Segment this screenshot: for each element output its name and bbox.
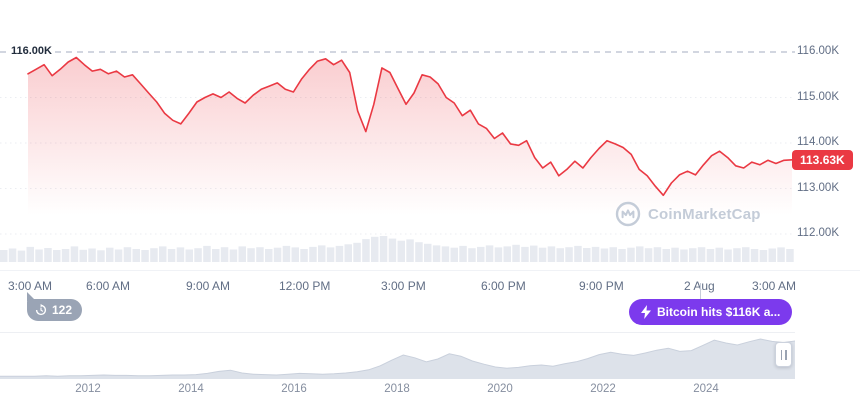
timeline-chart-canvas[interactable] <box>0 333 795 379</box>
handle-grip-bar <box>780 349 782 360</box>
year-axis-label: 2016 <box>281 383 307 395</box>
y-axis-label: 112.00K <box>797 227 839 239</box>
timeline-brush[interactable] <box>0 332 795 379</box>
y-axis-label: 116.00K <box>797 45 839 57</box>
news-badge-label: Bitcoin hits $116K a... <box>657 305 781 319</box>
lightning-icon <box>641 305 651 319</box>
year-axis-label: 2022 <box>590 383 616 395</box>
handle-grip-bar <box>785 349 787 360</box>
time-axis-label: 3:00 AM <box>752 279 797 293</box>
time-axis-label: 9:00 AM <box>186 279 231 293</box>
year-axis-label: 2014 <box>178 383 204 395</box>
time-axis-label: 9:00 PM <box>579 279 624 293</box>
price-chart-canvas[interactable] <box>0 0 795 262</box>
coinmarketcap-logo-icon <box>615 201 641 227</box>
year-axis-label: 2020 <box>487 383 513 395</box>
year-axis-label: 2018 <box>384 383 410 395</box>
annotation-count-badge[interactable]: 122 <box>27 292 83 321</box>
news-badge[interactable]: Bitcoin hits $116K a... <box>629 299 793 325</box>
main-chart[interactable]: 116.00K 116.00K 115.00K 114.00K 113.00K 112.… <box>0 0 860 262</box>
time-axis-label: 6:00 PM <box>481 279 526 293</box>
year-axis-label: 2012 <box>75 383 101 395</box>
y-axis-label: 115.00K <box>797 90 839 103</box>
time-axis: 3:00 AM 6:00 AM 9:00 AM 12:00 PM 3:00 PM 6:00… <box>0 270 860 296</box>
annotation-count-label: 122 <box>52 303 73 317</box>
watermark-text: CoinMarketCap <box>648 205 761 223</box>
year-axis: 2012 2014 2016 2018 2020 2022 2024 <box>0 380 860 401</box>
year-axis-label: 2024 <box>693 383 719 395</box>
y-axis-label: 114.00K <box>797 136 839 148</box>
current-price-badge: 113.63K <box>792 149 853 170</box>
time-axis-label: 6:00 AM <box>86 279 131 293</box>
time-axis-label: 3:00 AM <box>8 279 53 293</box>
time-axis-label: 3:00 PM <box>381 279 426 293</box>
timeline-range-handle[interactable] <box>775 342 792 367</box>
coinmarketcap-watermark: CoinMarketCap <box>615 201 761 227</box>
time-axis-label: 2 Aug <box>684 279 715 293</box>
history-icon <box>35 304 47 316</box>
y-axis-label: 113.00K <box>797 181 839 194</box>
news-badge-connector <box>700 283 701 300</box>
time-axis-label: 12:00 PM <box>279 279 331 293</box>
reference-price-label: 116.00K <box>8 45 55 57</box>
